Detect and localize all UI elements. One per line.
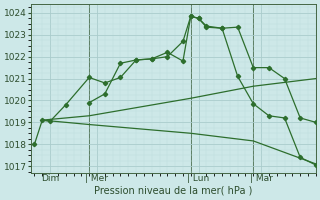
- X-axis label: Pression niveau de la mer( hPa ): Pression niveau de la mer( hPa ): [94, 186, 253, 196]
